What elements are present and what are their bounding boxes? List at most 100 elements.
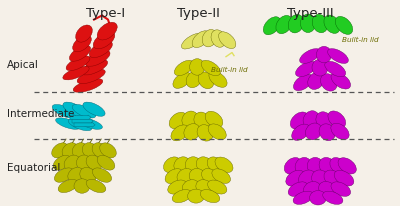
Ellipse shape	[212, 169, 230, 184]
Ellipse shape	[72, 104, 96, 118]
Ellipse shape	[54, 168, 74, 182]
Ellipse shape	[194, 112, 210, 129]
Ellipse shape	[82, 143, 98, 158]
Ellipse shape	[89, 41, 112, 57]
Ellipse shape	[174, 157, 190, 173]
Ellipse shape	[165, 169, 183, 184]
Ellipse shape	[292, 124, 310, 140]
Ellipse shape	[86, 179, 106, 193]
Ellipse shape	[92, 143, 108, 158]
Ellipse shape	[325, 61, 346, 77]
Ellipse shape	[330, 158, 347, 174]
Ellipse shape	[288, 182, 308, 196]
Ellipse shape	[316, 112, 332, 129]
Ellipse shape	[324, 170, 342, 186]
Text: Built-in lid: Built-in lid	[211, 67, 248, 73]
Ellipse shape	[81, 60, 108, 75]
Ellipse shape	[68, 119, 92, 131]
Ellipse shape	[80, 167, 96, 183]
Ellipse shape	[164, 157, 180, 173]
Ellipse shape	[296, 61, 316, 77]
Ellipse shape	[202, 29, 217, 47]
Ellipse shape	[56, 118, 80, 129]
Ellipse shape	[76, 25, 92, 42]
Ellipse shape	[72, 143, 88, 158]
Ellipse shape	[263, 17, 281, 35]
Ellipse shape	[286, 170, 304, 186]
Ellipse shape	[92, 168, 112, 182]
Ellipse shape	[308, 72, 324, 89]
Ellipse shape	[52, 143, 68, 158]
Ellipse shape	[298, 170, 316, 186]
Ellipse shape	[78, 118, 102, 129]
Ellipse shape	[300, 14, 316, 33]
Ellipse shape	[208, 124, 226, 140]
Ellipse shape	[209, 71, 227, 87]
Ellipse shape	[288, 14, 304, 33]
Ellipse shape	[74, 179, 90, 193]
Ellipse shape	[64, 155, 80, 170]
Ellipse shape	[324, 15, 340, 33]
Ellipse shape	[335, 16, 353, 34]
Ellipse shape	[319, 124, 335, 141]
Ellipse shape	[53, 155, 71, 170]
Ellipse shape	[320, 74, 337, 91]
Ellipse shape	[218, 32, 236, 49]
Ellipse shape	[312, 170, 328, 186]
Ellipse shape	[93, 32, 115, 49]
Text: Type-I: Type-I	[86, 7, 126, 20]
Ellipse shape	[83, 102, 105, 116]
Ellipse shape	[58, 179, 78, 193]
Ellipse shape	[63, 102, 85, 116]
Ellipse shape	[182, 111, 198, 128]
Ellipse shape	[192, 31, 210, 48]
FancyArrow shape	[72, 119, 93, 124]
Text: Equatorial: Equatorial	[7, 163, 60, 173]
Ellipse shape	[310, 191, 326, 205]
Ellipse shape	[186, 71, 202, 88]
Ellipse shape	[172, 190, 192, 203]
Ellipse shape	[201, 60, 220, 76]
Ellipse shape	[284, 158, 301, 174]
Ellipse shape	[290, 112, 308, 129]
Ellipse shape	[77, 69, 105, 84]
Ellipse shape	[171, 125, 189, 141]
Ellipse shape	[319, 157, 335, 174]
Ellipse shape	[70, 46, 90, 61]
Ellipse shape	[97, 155, 115, 170]
FancyArrow shape	[74, 122, 95, 127]
Ellipse shape	[300, 49, 320, 63]
Ellipse shape	[312, 59, 328, 76]
Text: Type-II: Type-II	[176, 7, 220, 20]
Ellipse shape	[331, 73, 350, 89]
Ellipse shape	[100, 143, 116, 158]
Ellipse shape	[97, 22, 117, 40]
Ellipse shape	[328, 111, 346, 128]
Ellipse shape	[66, 56, 90, 71]
Ellipse shape	[85, 50, 110, 66]
Ellipse shape	[202, 169, 218, 184]
Text: Intermediate: Intermediate	[7, 109, 74, 119]
Ellipse shape	[294, 74, 313, 91]
Ellipse shape	[328, 49, 348, 63]
Ellipse shape	[86, 155, 102, 170]
Ellipse shape	[188, 189, 204, 203]
Ellipse shape	[63, 66, 89, 80]
Ellipse shape	[211, 30, 226, 47]
Ellipse shape	[177, 169, 193, 184]
Ellipse shape	[198, 72, 214, 89]
Ellipse shape	[196, 157, 212, 173]
Ellipse shape	[319, 181, 336, 197]
Ellipse shape	[323, 191, 343, 204]
Ellipse shape	[293, 191, 313, 204]
Ellipse shape	[276, 15, 292, 34]
Ellipse shape	[200, 190, 220, 203]
Ellipse shape	[197, 125, 213, 141]
Ellipse shape	[196, 180, 213, 194]
Ellipse shape	[316, 46, 332, 63]
Ellipse shape	[68, 167, 84, 183]
Ellipse shape	[208, 180, 227, 194]
Ellipse shape	[205, 111, 223, 128]
Ellipse shape	[168, 180, 187, 194]
Ellipse shape	[182, 180, 199, 194]
